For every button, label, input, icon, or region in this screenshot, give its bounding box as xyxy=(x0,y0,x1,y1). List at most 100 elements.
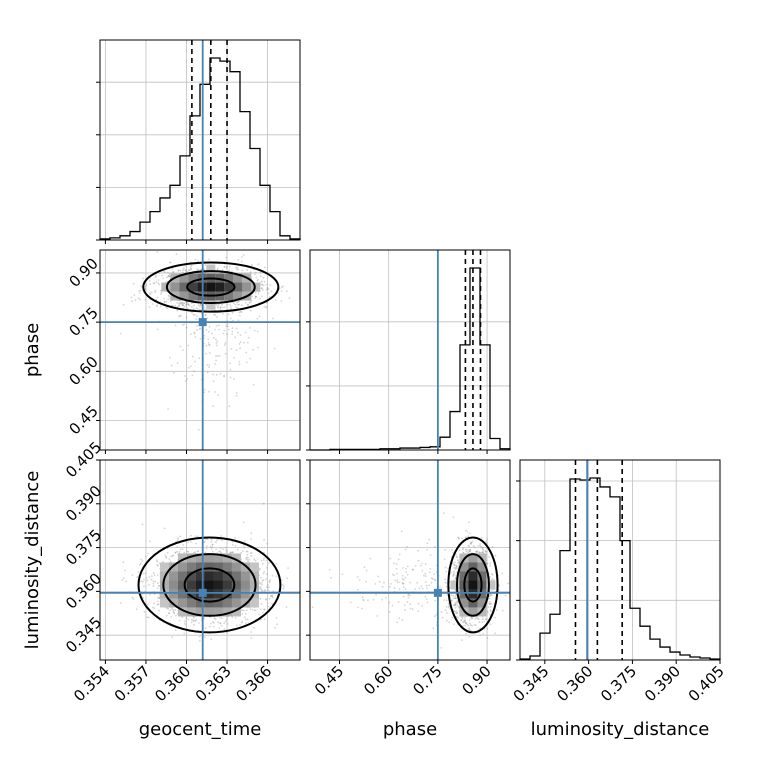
sample-point xyxy=(190,264,193,267)
sample-point xyxy=(189,268,192,271)
sample-point xyxy=(190,621,193,624)
sample-point xyxy=(206,371,209,374)
sample-point xyxy=(424,575,427,577)
phase-vs-geocent-density-cell xyxy=(242,282,252,292)
sample-point xyxy=(163,527,166,530)
phase-x-tick-label-1: 0.60 xyxy=(360,662,396,698)
sample-point xyxy=(463,619,466,622)
sample-point xyxy=(465,632,467,635)
distance-vs-geocent-density-cell xyxy=(213,580,223,590)
sample-point xyxy=(425,584,428,587)
sample-point xyxy=(122,577,125,579)
sample-point xyxy=(148,292,151,295)
sample-point xyxy=(210,548,213,550)
sample-point xyxy=(454,595,457,598)
sample-point xyxy=(481,546,484,549)
distance-vs-geocent-density-cell xyxy=(222,589,232,599)
sample-point xyxy=(488,597,491,600)
sample-point xyxy=(432,627,435,630)
sample-point xyxy=(455,610,458,612)
sample-point xyxy=(269,579,272,581)
sample-point xyxy=(455,602,458,605)
sample-point xyxy=(193,304,196,307)
sample-point xyxy=(177,270,180,272)
sample-point xyxy=(260,559,263,562)
sample-point xyxy=(426,601,429,604)
sample-point xyxy=(486,562,489,565)
sample-point xyxy=(182,304,185,307)
sample-point xyxy=(138,564,141,566)
phase-vs-geocent-density-cell xyxy=(170,282,180,292)
distance-vs-geocent-density-cell xyxy=(168,580,178,590)
sample-point xyxy=(239,624,241,626)
sample-point xyxy=(271,317,274,320)
sample-point xyxy=(171,304,174,307)
sample-point xyxy=(229,317,232,320)
sample-point xyxy=(234,544,237,547)
phase-vs-geocent-density-cell xyxy=(224,291,234,301)
sample-point xyxy=(187,344,190,347)
sample-point xyxy=(396,581,399,584)
sample-point xyxy=(194,360,196,363)
distance-vs-geocent-density-cell xyxy=(213,589,223,599)
sample-point xyxy=(389,557,392,560)
sample-point xyxy=(176,362,179,364)
sample-point xyxy=(249,309,252,312)
sample-point xyxy=(157,603,160,606)
sample-point xyxy=(281,285,284,288)
sample-point xyxy=(434,599,437,602)
sample-point xyxy=(457,562,459,564)
sample-point xyxy=(374,583,377,585)
sample-point xyxy=(231,330,234,333)
sample-point xyxy=(262,276,265,279)
sample-point xyxy=(195,318,198,321)
sample-point xyxy=(488,602,491,605)
sample-point xyxy=(429,568,432,570)
sample-point xyxy=(454,597,456,600)
sample-point xyxy=(246,341,249,344)
sample-point xyxy=(166,551,169,554)
sample-point xyxy=(235,306,238,308)
sample-point xyxy=(153,607,156,610)
sample-point xyxy=(363,566,366,569)
sample-point xyxy=(241,256,243,258)
sample-point xyxy=(203,307,206,309)
sample-point xyxy=(261,579,264,582)
sample-point xyxy=(445,599,448,602)
sample-point xyxy=(468,532,471,535)
phase-vs-geocent-contour-0 xyxy=(186,277,236,297)
sample-point xyxy=(261,589,264,592)
sample-point xyxy=(488,556,491,558)
sample-point xyxy=(423,574,425,577)
sample-point xyxy=(378,580,381,583)
sample-point xyxy=(265,306,267,309)
sample-point xyxy=(142,277,144,280)
sample-point xyxy=(393,562,395,565)
sample-point xyxy=(482,549,485,551)
sample-point xyxy=(231,541,234,543)
sample-point xyxy=(256,317,259,320)
sample-point xyxy=(219,308,222,310)
distance-vs-geocent-density-cell xyxy=(249,598,259,608)
sample-point xyxy=(197,304,200,307)
sample-point xyxy=(190,618,193,621)
sample-point xyxy=(164,554,167,557)
sample-point xyxy=(256,330,259,333)
sample-point xyxy=(213,313,215,316)
sample-point xyxy=(260,287,263,290)
sample-point xyxy=(489,623,492,626)
sample-point xyxy=(462,548,464,551)
sample-point xyxy=(481,618,484,621)
sample-point xyxy=(460,619,462,622)
sample-point xyxy=(451,599,453,602)
sample-point xyxy=(204,264,207,267)
sample-point xyxy=(217,621,220,624)
sample-point xyxy=(421,605,423,607)
sample-point xyxy=(245,351,248,354)
sample-point xyxy=(154,291,157,294)
sample-point xyxy=(222,332,225,335)
sample-point xyxy=(166,280,169,283)
sample-point xyxy=(167,408,170,410)
sample-point xyxy=(152,282,155,285)
sample-point xyxy=(216,267,219,270)
